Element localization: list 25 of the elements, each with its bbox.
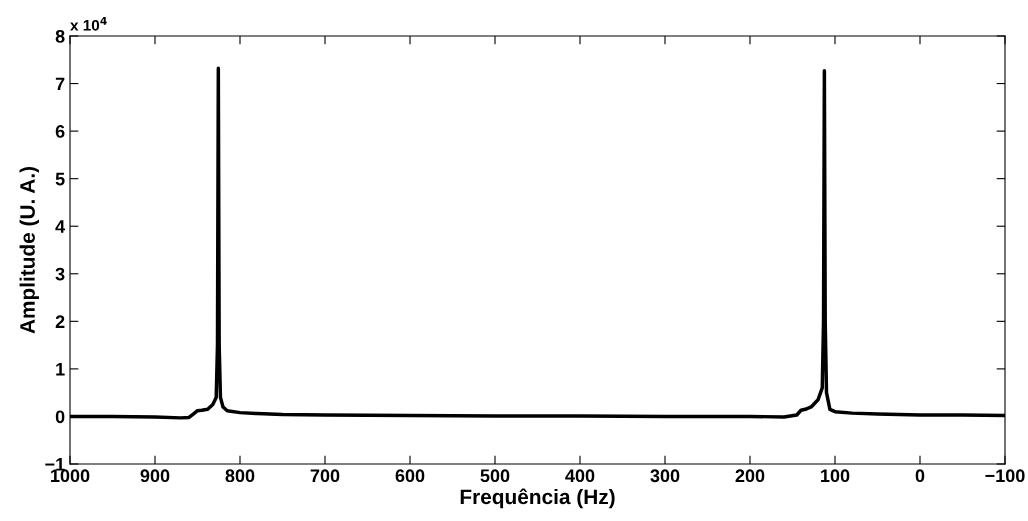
text: x 10$^{4}$: [70, 16, 107, 31]
y-tick-label: 7: [55, 77, 65, 91]
y-tick-label: 6: [55, 125, 65, 138]
x-axis-title: Frequência (Hz): [460, 488, 615, 509]
x-tick-label: 300: [650, 469, 680, 483]
x-tick-label: 600: [395, 469, 425, 483]
x-tick-label: 0: [915, 469, 925, 483]
x-tick-label: 400: [565, 469, 595, 483]
x-tick-label: 500: [480, 469, 510, 483]
y-tick-label: 1: [56, 363, 65, 376]
x-tick-label: −100: [985, 469, 1025, 483]
y-tick-label: 3: [55, 267, 65, 281]
y-tick-label: −1: [45, 458, 65, 471]
x-tick-label: 900: [140, 469, 170, 483]
x-tick-label: 1000: [51, 469, 90, 483]
y-tick-label: 8: [55, 29, 65, 43]
y-axis-title: Amplitude (U. A.): [19, 166, 39, 334]
x-tick-label: 700: [310, 469, 340, 483]
y-tick-label: 4: [55, 220, 66, 233]
y-tick-label: 0: [55, 410, 65, 424]
x-tick-label: 800: [225, 469, 255, 483]
y-tick-label: 5: [55, 172, 65, 186]
x-tick-label: 100: [821, 469, 850, 483]
x-tick-label: 200: [735, 469, 765, 483]
y-tick-label: 2: [55, 315, 65, 328]
